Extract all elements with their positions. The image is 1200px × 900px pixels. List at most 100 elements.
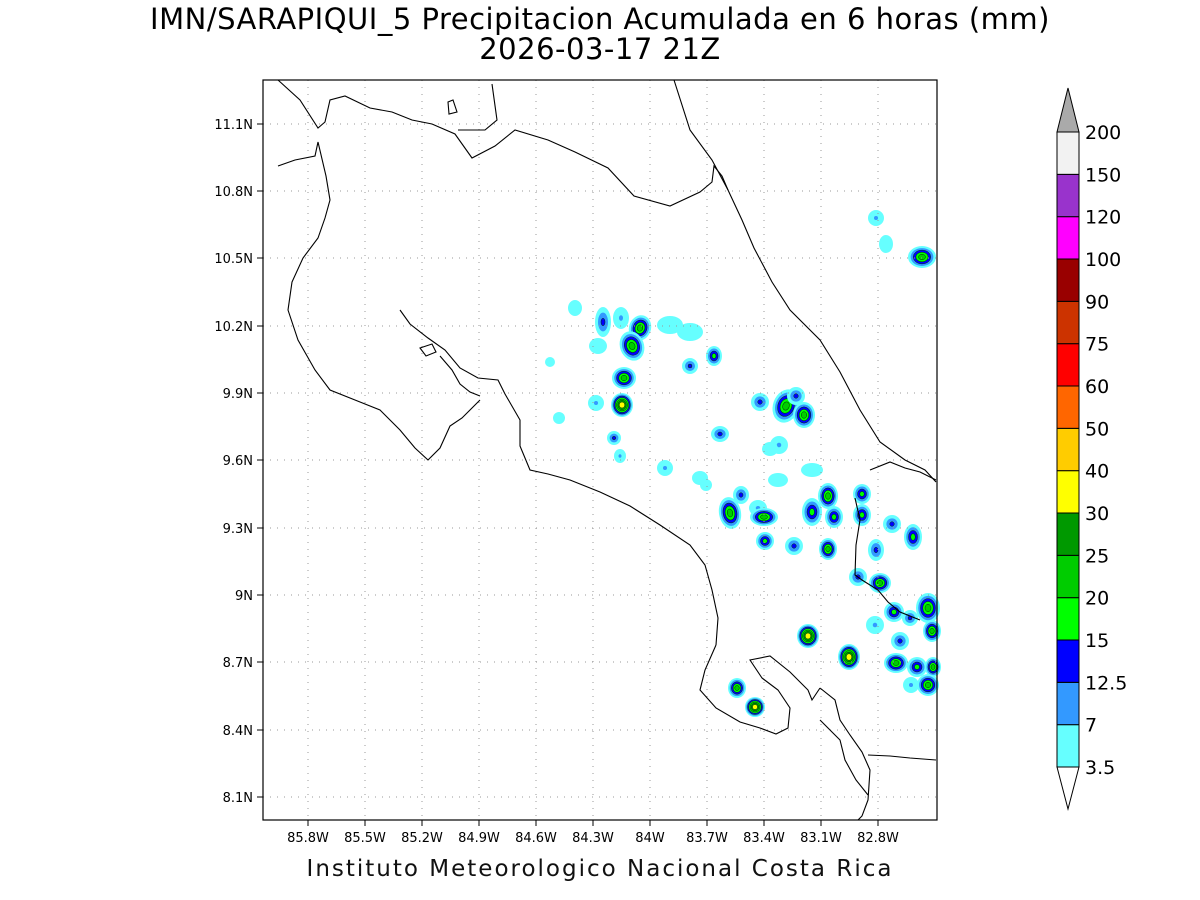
precip-cell [619, 331, 645, 361]
x-tick-label: 83.7W [686, 831, 728, 846]
precip-contour [657, 316, 683, 334]
colorbar-label: 120 [1085, 207, 1121, 229]
precip-cell [868, 539, 884, 561]
precipitation-field [545, 210, 941, 717]
precip-cell [904, 524, 922, 550]
coastline [277, 79, 937, 821]
precip-contour [809, 508, 815, 516]
precip-cell [853, 504, 871, 526]
precip-cell [819, 538, 837, 560]
precip-contour [553, 412, 565, 424]
precip-cell [612, 367, 636, 389]
precip-cell [908, 246, 936, 268]
precip-cell [868, 210, 884, 226]
x-axis-ticks: 85.8W 85.5W 85.2W 84.9W 84.6W 84.3W 84W 83.7W 83… [287, 820, 899, 846]
precip-contour [914, 664, 920, 670]
nicoya-inner [439, 355, 481, 397]
x-tick-label: 84.6W [515, 831, 557, 846]
x-tick-label: 82.8W [857, 831, 899, 846]
colorbar-swatch [1056, 216, 1080, 260]
precip-cell [614, 449, 626, 463]
precip-contour [859, 491, 865, 497]
precip-cell [869, 573, 891, 593]
precip-cell [853, 484, 871, 504]
precip-contour [879, 235, 893, 253]
precip-contour [918, 254, 926, 260]
precip-contour [768, 473, 788, 487]
precip-contour [738, 492, 744, 498]
y-tick-label: 9.6N [223, 454, 253, 469]
precip-contour [677, 323, 703, 341]
precip-cell [866, 616, 884, 634]
precip-cell [797, 624, 819, 648]
precip-contour [872, 622, 878, 628]
precip-cell [907, 657, 927, 677]
colorbar-legend: 3.5 7 12.5 15 20 25 30 40 50 60 75 90 100 120 150 200 [1056, 87, 1127, 811]
colorbar-label: 60 [1085, 376, 1109, 398]
precip-cell [728, 678, 746, 698]
precip-cell [772, 389, 800, 423]
x-tick-label: 85.2W [401, 831, 443, 846]
precip-contour [793, 393, 799, 399]
precip-cell [677, 323, 703, 341]
precip-cell [762, 442, 778, 456]
precip-cell [595, 307, 611, 337]
precip-contour [619, 401, 625, 409]
x-tick-label: 83.4W [743, 831, 785, 846]
precip-cell [611, 393, 633, 417]
colorbar-swatch [1056, 512, 1080, 556]
precip-cell [884, 602, 904, 622]
panama-coast-south [867, 754, 937, 761]
colorbar-swatch [1056, 173, 1080, 218]
precip-contour [726, 508, 734, 518]
precip-contour [825, 492, 831, 500]
x-tick-label: 84W [635, 831, 665, 846]
y-axis-ticks: 11.1N 10.8N 10.5N 10.2N 9.9N 9.6N 9.3N 9N 8.7N 8.… [214, 118, 263, 806]
x-tick-label: 84.9W [458, 831, 500, 846]
colorbar-swatch [1056, 470, 1080, 514]
colorbar-label: 30 [1085, 503, 1109, 525]
x-tick-label: 85.8W [287, 831, 329, 846]
precip-contour [925, 682, 931, 688]
y-tick-label: 10.8N [214, 185, 253, 200]
precip-cell [903, 677, 919, 693]
map-frame [262, 79, 938, 821]
precip-cell [657, 460, 673, 476]
precip-cell [706, 346, 722, 366]
colorbar-swatch [1056, 258, 1080, 302]
precip-cell [657, 316, 683, 334]
colorbar-label: 100 [1085, 249, 1121, 271]
precip-cell [818, 483, 838, 509]
golfo-dulce [819, 687, 871, 821]
precip-cell [923, 620, 941, 642]
caribbean-coast [673, 79, 937, 483]
precip-cell [692, 471, 708, 485]
colorbar-swatch [1056, 131, 1080, 175]
precip-contour [589, 338, 607, 354]
precip-contour [568, 300, 582, 316]
precip-contour [930, 664, 936, 670]
precip-contour [801, 463, 823, 477]
precip-cell [718, 497, 742, 529]
precip-contour [846, 653, 852, 661]
precip-cell [884, 653, 908, 673]
colorbar-label: 15 [1085, 630, 1109, 652]
precip-cell [925, 657, 941, 677]
y-tick-label: 8.1N [223, 791, 253, 806]
precip-cell [891, 632, 909, 650]
x-tick-label: 83.1W [800, 831, 842, 846]
precip-contour [594, 401, 598, 405]
precip-cell [916, 593, 940, 623]
precip-cell [733, 486, 749, 504]
precip-contour [825, 546, 831, 552]
map-gridlines [263, 80, 937, 820]
panama-east [869, 461, 937, 481]
precip-contour [711, 353, 717, 359]
precip-cell [879, 235, 893, 253]
precip-contour [909, 683, 913, 687]
colorbar-label: 40 [1085, 461, 1109, 483]
precip-contour [757, 399, 763, 405]
precip-cell [793, 402, 815, 428]
colorbar-under-arrow [1056, 766, 1080, 811]
colorbar-label: 90 [1085, 291, 1109, 313]
